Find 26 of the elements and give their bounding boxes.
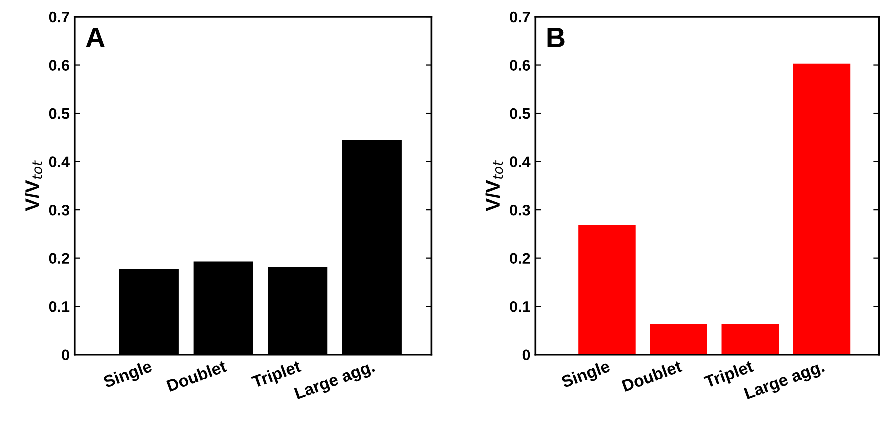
y-axis-title: V/V$_{tot}$	[25, 160, 42, 212]
annotation: A	[86, 28, 105, 48]
x-tick-label: Single	[102, 360, 154, 392]
x-tick-label: Single	[560, 360, 612, 392]
y-tick-label: 0.2	[510, 253, 530, 264]
y-tick-label: 0.3	[49, 204, 70, 216]
bar	[793, 64, 851, 355]
y-tick-label: 0	[62, 350, 70, 361]
bar	[578, 226, 636, 355]
y-tick-label: 0.2	[49, 253, 70, 264]
bar	[722, 324, 780, 355]
y-tick-label: 0.3	[510, 204, 530, 216]
y-tick-label: 0.4	[49, 156, 70, 168]
y-tick-label: 0.1	[510, 301, 530, 312]
bar	[650, 324, 708, 355]
y-tick-label: 0.6	[510, 60, 530, 71]
y-tick-label: 0.5	[49, 108, 70, 120]
y-tick-label: 0.6	[49, 60, 70, 71]
y-tick-label: 0.7	[510, 12, 530, 23]
y-tick-label: 0.4	[510, 156, 531, 168]
y-axis-title: V/V$_{tot}$	[486, 160, 504, 212]
annotation: B	[548, 28, 565, 48]
y-tick-label: 0.1	[49, 301, 70, 312]
y-tick-label: 0.7	[49, 12, 70, 23]
y-tick-label: 0	[522, 350, 530, 361]
y-tick-label: 0.5	[510, 108, 530, 120]
